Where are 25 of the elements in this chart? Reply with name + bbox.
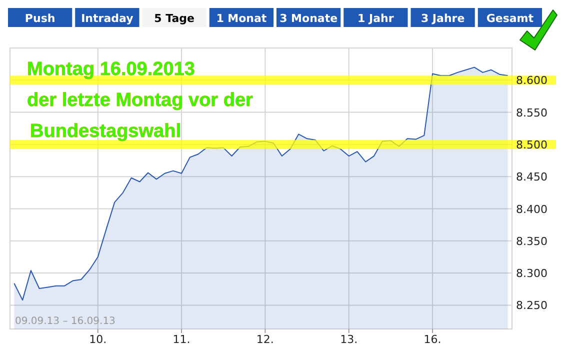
annotation: der letzte Montag vor der	[27, 90, 254, 111]
y-tick-label: 8.300	[516, 267, 548, 280]
y-tick-label: 8.250	[516, 299, 548, 312]
text: Gesamt	[486, 12, 534, 25]
y-tick-label: 8.350	[516, 234, 548, 248]
text: 3 Monate	[280, 12, 338, 25]
y-tick-label: 8.600	[516, 74, 548, 88]
text: 1 Jahr	[358, 12, 394, 25]
annotation: Montag 16.09.2013	[27, 59, 195, 80]
text: Push	[24, 12, 56, 25]
annotation: 09.09.13 – 16.09.13	[15, 316, 116, 327]
y-tick-label: 8.450	[516, 170, 548, 184]
y-tick-label: 8.500	[516, 138, 548, 152]
annotation: Bundestagswahl	[30, 121, 181, 142]
x-tick-label: 11.	[172, 333, 190, 346]
text: 1 Monat	[216, 12, 267, 25]
x-tick-label: 10.	[89, 333, 107, 346]
x-tick-label: 13.	[340, 333, 358, 346]
x-tick-label: 16.	[424, 333, 442, 346]
text: 3 Jahre	[420, 12, 465, 25]
y-tick-label: 8.400	[516, 202, 548, 216]
text: Intraday	[81, 12, 134, 25]
text: 5 Tage	[154, 12, 194, 25]
y-tick-label: 8.550	[516, 106, 548, 120]
x-tick-label: 12.	[256, 333, 274, 346]
